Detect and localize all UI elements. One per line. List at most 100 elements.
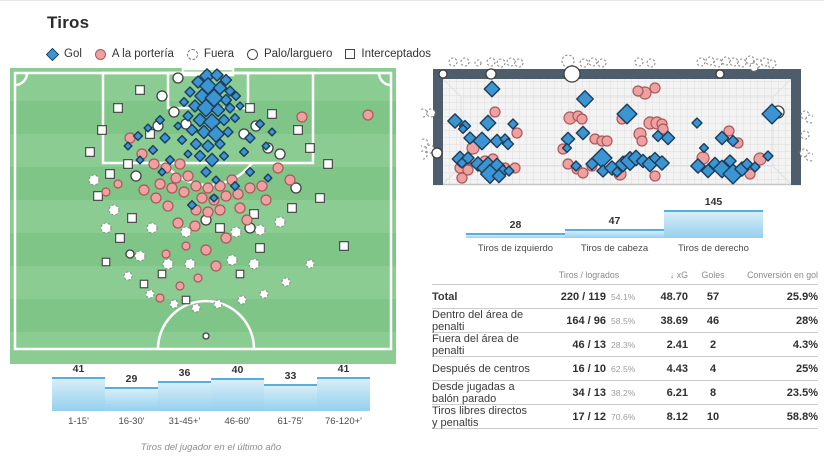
bar-16-30': 29 16-30' [105,373,158,429]
shot-marker-goal [217,113,231,127]
goals-value: 10 [706,411,720,423]
shot-marker-off [426,108,436,118]
conversion-value: 58.8% [786,411,818,423]
shot-marker-goal [611,166,623,178]
shot-marker-off [184,258,196,270]
shot-marker-target [649,170,661,182]
legend-label: A la portería [111,48,174,60]
shot-marker-target [489,106,501,118]
shot-marker-off [474,59,482,67]
shot-marker-off [646,58,656,68]
shot-marker-post [172,72,184,84]
row-label: Dentro del área de penalti [432,309,524,333]
shot-marker-goal [214,138,226,150]
bar-1-15': 41 1-15' [52,363,105,429]
row-label: Desde jugadas a balón parado [432,381,515,405]
shot-marker-goal [185,123,199,137]
shot-marker-target [155,293,165,303]
conversion-value: 25.9% [786,290,818,303]
shot-marker-goal [461,151,475,165]
shot-marker-goal [224,85,236,97]
shot-marker-goal [218,150,230,162]
bar-fill [105,387,158,411]
bar-value: 145 [704,196,723,208]
shot-marker-blocked [157,269,167,279]
shot-marker-blocked [339,241,349,251]
chart-caption: Tiros del jugador en el último año [140,442,282,453]
shot-marker-target [189,220,201,232]
shot-marker-blocked [305,143,315,153]
shot-marker-off [248,258,260,270]
shot-marker-goal [183,149,193,159]
shot-marker-goal [164,154,176,166]
col-header-conversion[interactable]: Conversión en gol [747,269,818,280]
table-header: Tiros / logrados ↓ xG Goles Conversión en g… [432,265,818,284]
shot-marker-target [172,217,184,229]
shot-marker-goal [159,132,171,144]
bar-fill [211,378,264,411]
shots-made: 34 / 13 [572,387,606,399]
shot-marker-goal [244,166,256,178]
bar-fill [264,384,317,411]
shot-marker-goal [211,175,221,185]
shot-marker-goal [479,114,497,132]
shot-marker-blocked [127,213,137,223]
bar-label: 31-45+' [168,416,201,427]
shot-marker-off [514,58,524,68]
shot-marker-blocked [249,209,259,219]
shot-marker-goal [229,112,241,124]
shot-marker-target [214,180,226,192]
shot-marker-off [805,152,813,162]
goal-shot-markers [421,54,813,185]
pitch-shot-map [10,68,396,364]
off-marker-icon [186,48,198,60]
shot-marker-target [178,186,190,198]
row-label: Total [432,290,458,303]
bar-label: 46-60' [224,416,251,427]
bar-label: Tiros de derecho [678,243,749,254]
shot-marker-off [226,254,238,266]
shot-marker-blocked [93,191,103,201]
shot-marker-goal [691,117,703,129]
shots-pct: 58.5% [611,316,636,326]
target-marker-icon [94,48,106,60]
shot-marker-target [190,180,202,192]
shot-marker-goal [143,123,153,133]
shot-marker-blocked [135,85,145,95]
shot-marker-blocked [85,147,95,157]
shots-pct: 38.2% [611,388,636,398]
shot-marker-off [421,108,428,118]
shot-marker-off [749,62,759,72]
shot-marker-off [169,299,179,309]
shot-marker-goal [561,142,573,154]
shot-marker-goal [507,118,519,130]
shot-marker-goal [147,144,159,156]
shot-marker-off [460,57,470,67]
shot-marker-off [634,57,644,67]
shot-legend: Gol A la portería Fuera Palo/larguero Interc… [45,47,431,61]
shot-marker-goal [570,160,582,172]
shot-marker-goal [244,132,256,144]
shot-marker-target [296,111,308,123]
bar-fill [664,210,763,238]
goal-marker-icon [45,47,60,61]
shot-marker-goal [503,165,515,177]
shot-marker-goal [261,141,271,151]
shot-marker-target [462,164,474,176]
goals-value: 8 [709,387,717,399]
shot-marker-goal [463,131,477,145]
col-header-goals[interactable]: Goles [701,269,725,280]
shots-made: 164 / 96 [566,315,606,327]
shot-marker-goal [660,130,676,146]
shot-marker-off [230,226,242,238]
shot-marker-off [146,222,158,234]
col-header-xg[interactable]: ↓ xG [669,269,688,280]
shot-marker-goal [154,114,166,126]
bar-fill [565,229,664,238]
shots-by-period-chart: 41 1-15' 29 16-30' 36 31-45+' 40 46-60' 33 61-75'… [52,363,370,429]
shot-marker-target [154,178,166,190]
shot-marker-target [181,241,191,251]
shot-marker-target [210,260,222,272]
shot-marker-target [193,273,203,283]
shot-marker-target [101,187,111,197]
